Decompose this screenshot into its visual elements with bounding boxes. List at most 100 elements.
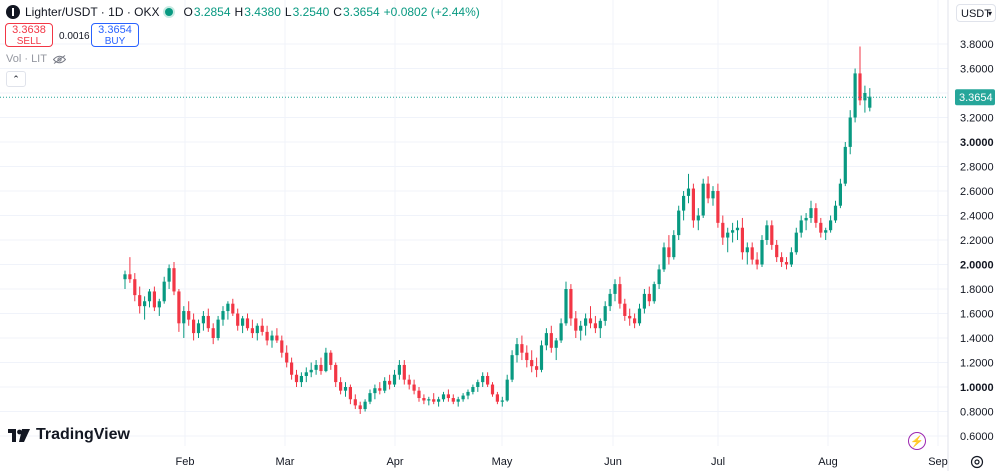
tradingview-brand[interactable]: TradingView <box>8 426 130 444</box>
candle-body <box>476 382 480 387</box>
candle-body <box>569 289 573 319</box>
candle-body <box>201 315 205 324</box>
candle-body <box>481 375 485 383</box>
currency-select[interactable]: USDT ▾ <box>956 4 996 22</box>
sell-button[interactable]: 3.3638 SELL <box>5 23 53 47</box>
high-key: H <box>234 5 244 19</box>
candle-body <box>138 295 142 307</box>
candle-body <box>255 325 259 334</box>
candle-body <box>657 269 661 285</box>
candle-body <box>701 183 705 216</box>
sell-price: 3.3638 <box>12 24 46 36</box>
candle-body <box>275 335 279 341</box>
candle-body <box>211 328 215 338</box>
y-tick-label: 0.8000 <box>960 407 994 419</box>
candle-body <box>858 73 862 101</box>
candle-body <box>637 308 642 324</box>
candle-body <box>192 319 196 334</box>
candle-body <box>618 284 622 304</box>
candle-body <box>515 344 519 356</box>
candle-body <box>182 311 186 324</box>
candle-body <box>451 398 455 402</box>
candle-body <box>486 375 490 385</box>
candle-body <box>187 311 191 320</box>
candle-body <box>863 93 867 101</box>
buy-button[interactable]: 3.3654 BUY <box>91 23 139 47</box>
candle-body <box>285 352 289 363</box>
time-axis: Feb Mar Apr May Jun Jul Aug Sep <box>176 456 948 468</box>
price-axis: 3.80003.60003.40003.20003.00002.80002.60… <box>947 0 994 471</box>
lightning-icon[interactable]: ⚡ <box>908 432 926 450</box>
candle-body <box>231 303 235 314</box>
candle-body <box>505 379 509 401</box>
y-tick-label: 2.6000 <box>960 186 994 198</box>
candle-body <box>775 244 779 258</box>
chevron-down-icon: ▾ <box>987 9 992 18</box>
volume-indicator-name: Vol · LIT <box>6 53 47 65</box>
candle-body <box>662 247 666 270</box>
settings-icon[interactable] <box>970 455 984 469</box>
collapse-legend-button[interactable]: ⌃ <box>6 71 26 87</box>
close-value: 3.3654 <box>342 5 380 19</box>
candle-body <box>152 291 156 308</box>
currency-value: USDT <box>961 8 991 20</box>
chart-grid <box>0 0 948 446</box>
candle-body <box>784 262 789 265</box>
candle-body <box>584 318 588 326</box>
candle-body <box>157 301 161 308</box>
candle-body <box>265 331 269 341</box>
candle-body <box>716 191 720 223</box>
candle-body <box>809 208 813 218</box>
candle-body <box>309 369 313 373</box>
candle-body <box>853 73 857 118</box>
x-tick-label: Aug <box>818 456 838 468</box>
candle-body <box>147 291 152 302</box>
candle-body <box>373 388 377 394</box>
open-value: 3.2854 <box>193 5 231 19</box>
candle-body <box>280 340 284 353</box>
change-value: +0.0802 (+2.44%) <box>383 5 480 19</box>
candle-body <box>133 279 137 296</box>
candle-body <box>319 364 323 372</box>
candle-body <box>216 319 220 338</box>
candle-body <box>353 399 357 406</box>
candle-body <box>388 380 392 385</box>
candle-body <box>628 315 632 319</box>
chart-legend: Lighter/USDT · 1D · OKX O 3.2854 H 3.4380 … <box>6 4 480 20</box>
candle-body <box>598 320 602 329</box>
candle-body <box>559 323 563 341</box>
candle-body <box>294 374 299 383</box>
candle-body <box>314 364 318 370</box>
candle-body <box>667 247 671 258</box>
y-tick-label: 1.4000 <box>960 333 994 345</box>
low-key: L <box>284 5 292 19</box>
candle-body <box>402 364 406 380</box>
candle-body <box>392 374 397 385</box>
candle-body <box>554 340 558 348</box>
y-tick-label: 1.6000 <box>960 309 994 321</box>
logo-icon <box>6 5 20 19</box>
candle-body <box>172 268 176 292</box>
candle-body <box>329 352 333 365</box>
candle-body <box>608 293 612 307</box>
eye-icon[interactable] <box>52 54 66 64</box>
y-tick-label: 3.2000 <box>960 113 994 125</box>
volume-indicator-label[interactable]: Vol · LIT <box>6 53 66 65</box>
y-tick-label: 3.6000 <box>960 64 994 76</box>
candle-body <box>794 232 798 253</box>
candle-body <box>789 252 793 265</box>
sell-label: SELL <box>16 36 42 47</box>
candle-body <box>642 293 646 309</box>
candle-body <box>829 220 833 231</box>
y-tick-label: 2.8000 <box>960 162 994 174</box>
symbol-title[interactable]: Lighter/USDT · 1D · OKX <box>25 5 160 19</box>
candle-body <box>535 366 539 370</box>
candle-body <box>437 399 441 402</box>
y-tick-label: 2.4000 <box>960 211 994 223</box>
candle-body <box>123 274 127 280</box>
y-tick-label: 1.0000 <box>960 382 994 394</box>
x-tick-label: Mar <box>276 456 295 468</box>
candle-body <box>731 230 735 233</box>
candle-body <box>593 323 597 329</box>
